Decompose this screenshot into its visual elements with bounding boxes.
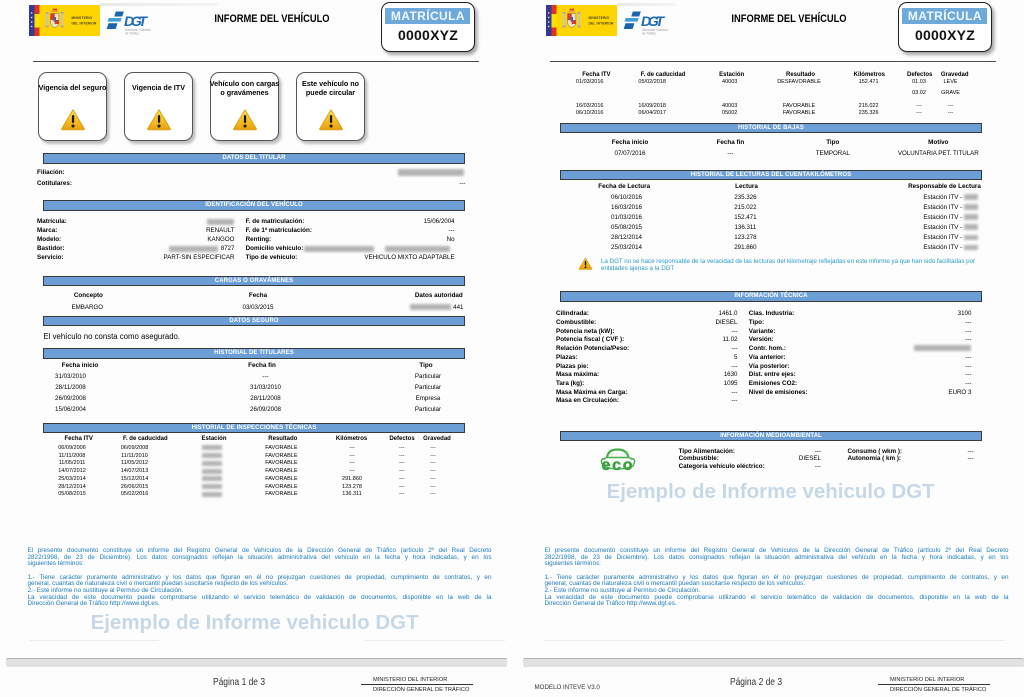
svg-text:de Tráfico: de Tráfico (642, 31, 656, 35)
svg-text:Dirección General: Dirección General (125, 28, 151, 32)
svg-text:DEL INTERIOR: DEL INTERIOR (72, 21, 98, 25)
svg-text:de Tráfico: de Tráfico (125, 31, 139, 35)
svg-text:eco: eco (601, 457, 632, 472)
svg-text:MINISTERIO: MINISTERIO (72, 16, 93, 20)
svg-text:DGT: DGT (641, 14, 665, 30)
svg-text:DEL INTERIOR: DEL INTERIOR (589, 21, 615, 25)
svg-text:Dirección General: Dirección General (642, 28, 668, 32)
svg-text:DGT: DGT (124, 14, 148, 30)
svg-text:MINISTERIO: MINISTERIO (589, 16, 610, 20)
